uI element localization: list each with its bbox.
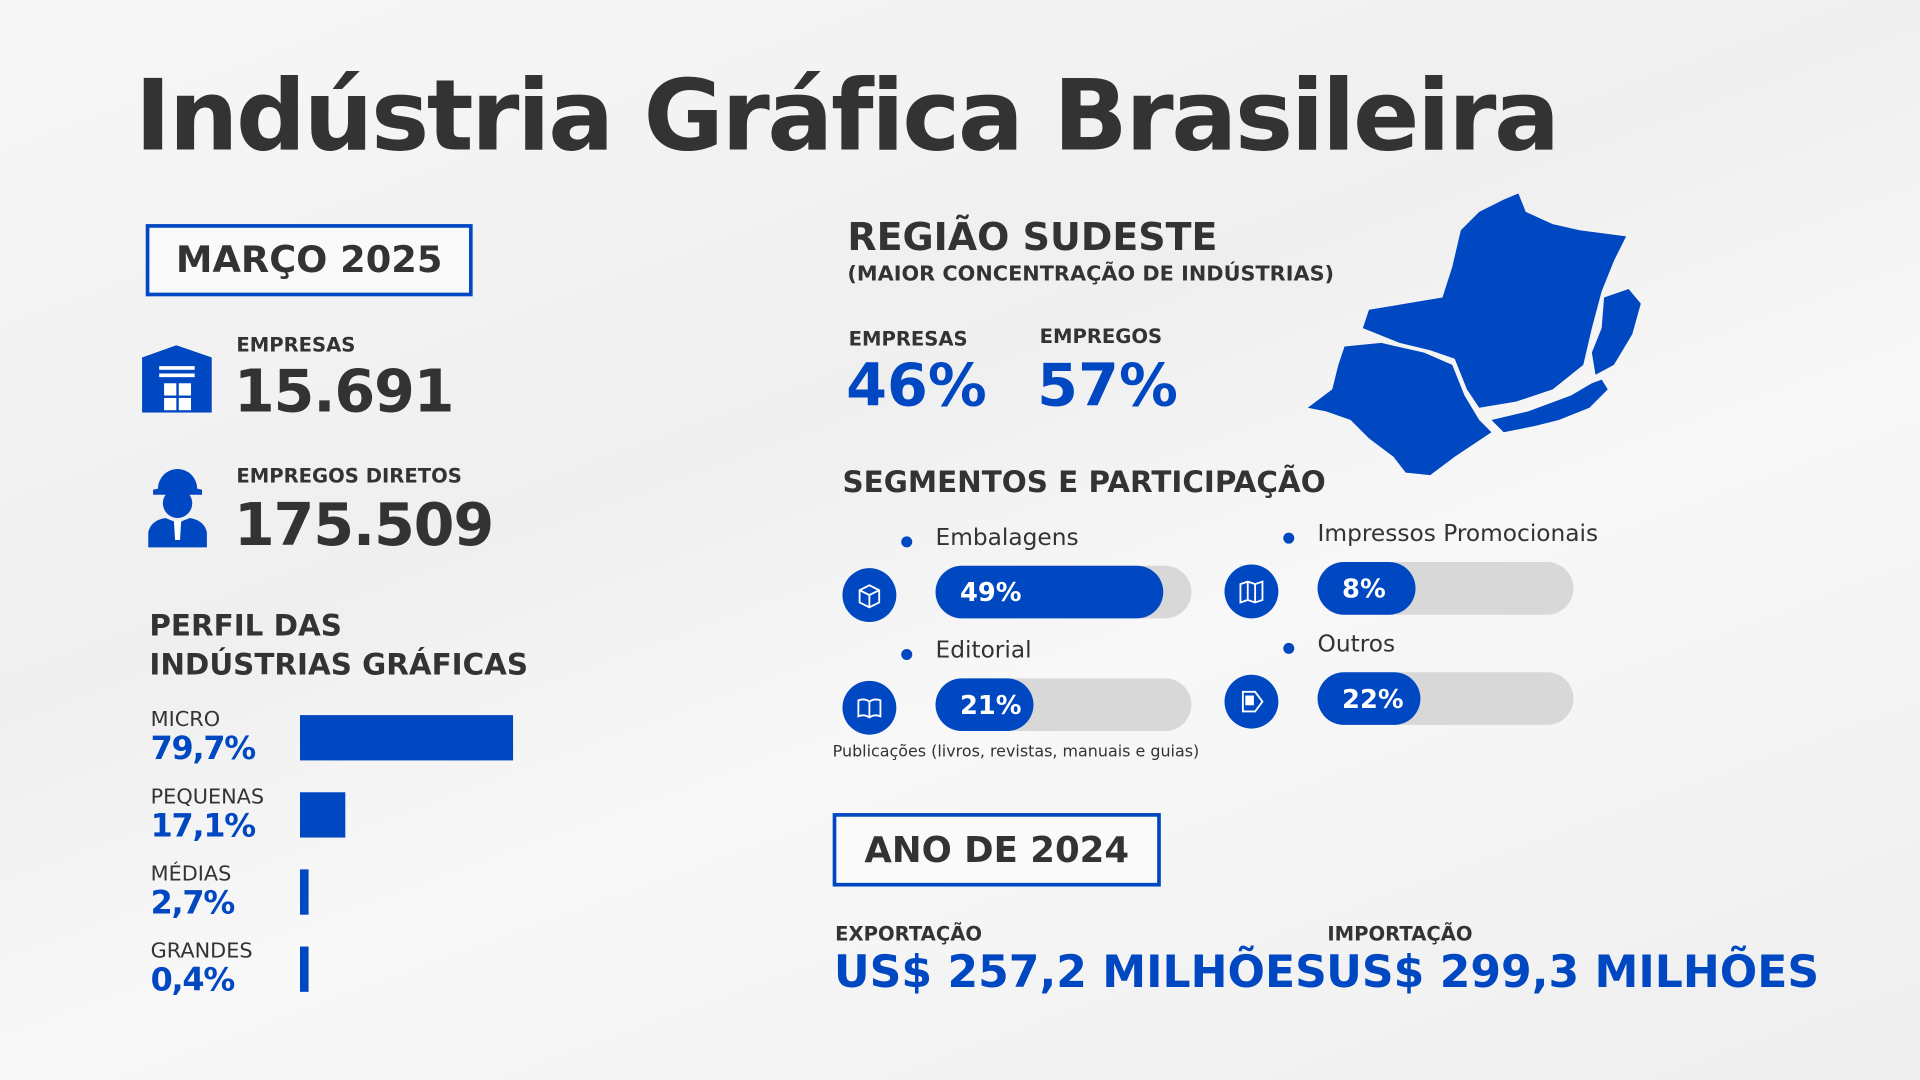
region-empresas-label: EMPRESAS — [848, 326, 968, 351]
segment-track: 21% — [935, 678, 1192, 732]
profile-label: PEQUENAS — [150, 784, 265, 810]
empresas-label: EMPRESAS — [236, 333, 356, 357]
profile-label: MÉDIAS — [150, 862, 232, 887]
region-empregos-value: 57% — [1037, 351, 1178, 421]
package-icon — [842, 568, 897, 623]
export-value: US$ 257,2 MILHÕES — [833, 947, 1327, 998]
profile-value: 79,7% — [150, 731, 257, 768]
segment-bullet — [1283, 532, 1295, 544]
brochure-icon — [1224, 564, 1279, 619]
map-sao-paulo — [1307, 342, 1492, 476]
region-subtitle: (MAIOR CONCENTRAÇÃO DE INDÚSTRIAS) — [847, 262, 1335, 287]
segment-fill: 49% — [935, 565, 1164, 619]
import-value: US$ 299,3 MILHÕES — [1326, 947, 1820, 998]
southeast-map — [1307, 193, 1641, 476]
map-rio-de-janeiro — [1491, 379, 1608, 433]
profile-value: 17,1% — [150, 808, 257, 845]
worker-icon — [148, 468, 207, 548]
export-label: EXPORTAÇÃO — [835, 922, 983, 946]
map-espirito-santo — [1591, 288, 1641, 375]
image-tag-icon — [1224, 674, 1279, 729]
region-empresas-value: 46% — [846, 351, 987, 421]
segment-track: 22% — [1317, 672, 1574, 725]
segment-fill: 8% — [1317, 562, 1416, 615]
segment-fill: 21% — [935, 678, 1034, 732]
page-title: Indústria Gráfica Brasileira — [134, 58, 1560, 173]
segment-bullet — [1283, 642, 1295, 654]
region-title: REGIÃO SUDESTE — [847, 215, 1218, 260]
profile-label: MICRO — [150, 707, 221, 733]
segment-label: Impressos Promocionais — [1317, 520, 1599, 548]
profile-bar — [300, 946, 309, 992]
profile-title-line2: INDÚSTRIAS GRÁFICAS — [149, 647, 529, 683]
empregos-label: EMPREGOS DIRETOS — [236, 464, 462, 488]
segment-track: 8% — [1317, 562, 1574, 615]
segment-label: Embalagens — [935, 524, 1079, 552]
import-label: IMPORTAÇÃO — [1327, 922, 1473, 946]
segment-bullet — [901, 536, 913, 548]
empresas-value: 15.691 — [233, 357, 455, 427]
region-empregos-label: EMPREGOS — [1039, 324, 1163, 348]
profile-bar — [300, 792, 346, 838]
profile-title: PERFIL DAS INDÚSTRIAS GRÁFICAS — [149, 606, 528, 684]
profile-title-line1: PERFIL DAS — [149, 608, 342, 643]
book-icon — [842, 680, 897, 735]
profile-label: GRANDES — [150, 939, 253, 964]
editorial-note: Publicações (livros, revistas, manuais e… — [832, 743, 1200, 762]
segment-bullet — [901, 648, 913, 661]
segment-label: Outros — [1317, 630, 1396, 658]
segments-title: SEGMENTOS E PARTICIPAÇÃO — [842, 465, 1326, 500]
warehouse-icon — [142, 345, 212, 413]
segment-label: Editorial — [935, 636, 1032, 664]
segment-track: 49% — [935, 565, 1192, 619]
segment-fill: 22% — [1317, 672, 1420, 725]
map-minas-gerais — [1362, 193, 1627, 408]
profile-bar — [300, 715, 514, 761]
profile-value: 0,4% — [150, 962, 236, 1000]
profile-bar — [300, 869, 309, 915]
year-badge: ANO DE 2024 — [832, 813, 1161, 887]
period-badge: MARÇO 2025 — [145, 224, 473, 297]
profile-value: 2,7% — [150, 885, 236, 923]
empregos-value: 175.509 — [233, 491, 494, 560]
